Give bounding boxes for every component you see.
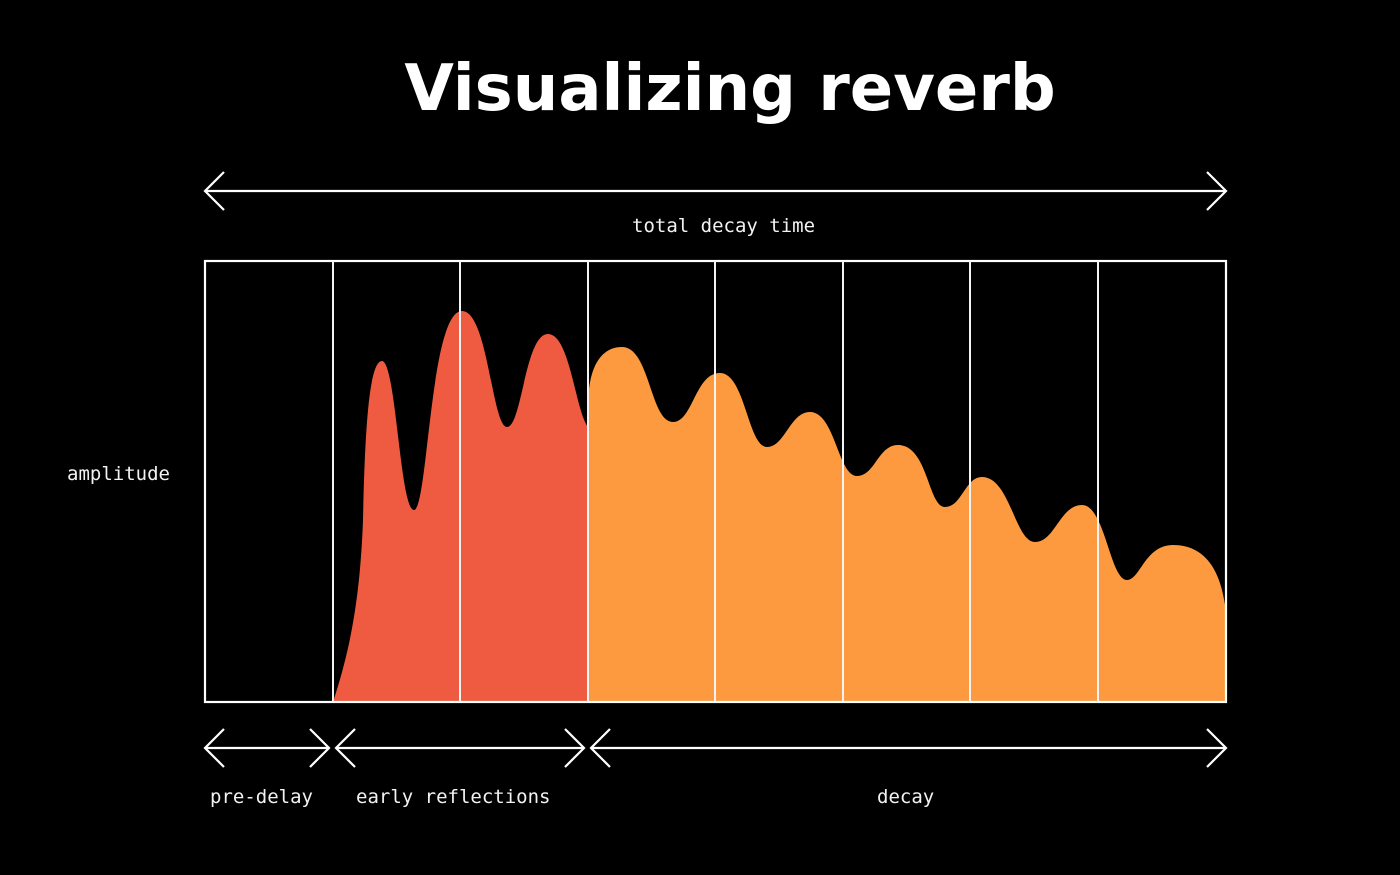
decay-area	[588, 347, 1225, 702]
decay-label: decay	[877, 786, 935, 808]
total-decay-arrow-icon	[203, 171, 1228, 211]
pre-delay-label: pre-delay	[210, 786, 313, 808]
early-reflections-arrow-icon	[334, 728, 586, 768]
amplitude-label: amplitude	[67, 463, 170, 485]
page-title: Visualizing reverb	[404, 52, 1056, 126]
decay-arrow-icon	[589, 728, 1228, 768]
total-decay-time-label: total decay time	[632, 215, 816, 237]
grid-dividers	[332, 261, 1099, 702]
pre-delay-arrow-icon	[203, 728, 331, 768]
early-reflections-label: early reflections	[356, 786, 551, 808]
